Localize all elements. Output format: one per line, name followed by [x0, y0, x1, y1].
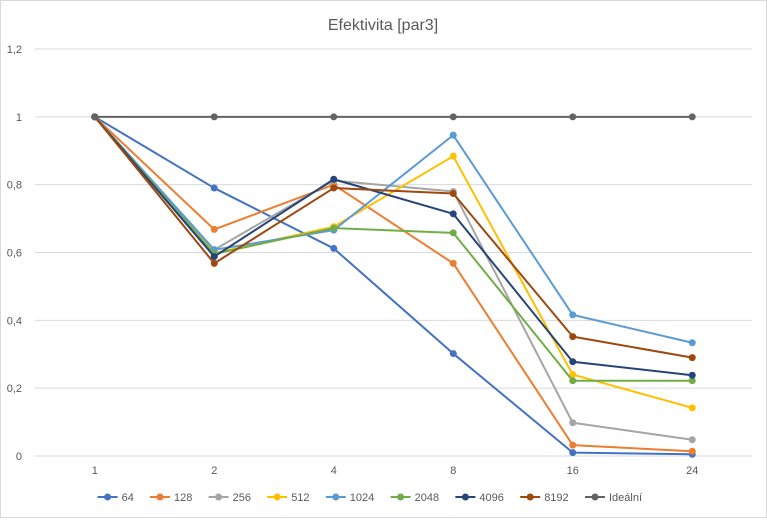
legend-item: Ideální [585, 492, 642, 504]
legend-item: 128 [150, 492, 192, 504]
data-point [569, 358, 577, 366]
data-point [569, 113, 577, 121]
data-point [210, 259, 218, 267]
legend-label: 8192 [544, 492, 568, 504]
x-tick-label: 16 [567, 465, 579, 477]
data-point [569, 333, 577, 341]
data-point [449, 259, 457, 267]
legend: 64 128 256 512 1024 2048 4096 8192 Ideální [97, 492, 642, 504]
series-line [93, 116, 693, 377]
chart-title: Efektivita [par3] [328, 17, 438, 34]
series-Ideální [91, 113, 696, 121]
data-point [210, 253, 218, 261]
legend-label: 2048 [415, 492, 439, 504]
legend-marker [461, 493, 469, 501]
legend-item: 1024 [325, 492, 374, 504]
data-point [569, 377, 577, 385]
legend-marker [397, 493, 405, 501]
data-point [330, 224, 338, 232]
data-point [330, 113, 338, 121]
data-point [569, 419, 577, 427]
y-tick-label: 0,6 [7, 248, 22, 260]
legend-label: 512 [291, 492, 309, 504]
data-point [330, 184, 338, 192]
legend-label: 64 [122, 492, 134, 504]
data-point [449, 189, 457, 197]
legend-marker [215, 493, 223, 501]
data-point [210, 225, 218, 233]
series-line [93, 116, 693, 382]
series-line [93, 116, 693, 359]
series-group [91, 113, 696, 458]
series-line [94, 115, 693, 456]
data-point [688, 377, 696, 385]
data-point [688, 436, 696, 444]
series-line [94, 116, 693, 344]
legend-label: 1024 [350, 492, 374, 504]
legend-marker [332, 493, 340, 501]
series-1024 [91, 113, 696, 347]
legend-item: 8192 [520, 492, 569, 504]
y-tick-label: 1,2 [7, 44, 22, 56]
legend-marker [526, 493, 534, 501]
y-tick-label: 1 [16, 112, 22, 124]
y-tick-label: 0 [16, 451, 22, 463]
data-point [569, 441, 577, 449]
x-tick-label: 24 [686, 465, 698, 477]
data-point [688, 404, 696, 412]
data-point [688, 447, 696, 455]
data-point [688, 371, 696, 379]
legend-item: 2048 [390, 492, 439, 504]
data-point [210, 184, 218, 192]
data-point [569, 311, 577, 319]
data-point [210, 113, 218, 121]
data-point [449, 152, 457, 160]
y-tick-label: 0,8 [7, 180, 22, 192]
legend-label: Ideální [609, 492, 642, 504]
legend-marker [156, 493, 164, 501]
legend-marker [104, 493, 112, 501]
y-tick-label: 0,4 [7, 315, 22, 327]
legend-label: 256 [233, 492, 251, 504]
series-line [94, 116, 693, 453]
x-axis-ticks: 1 2 4 8 16 24 [92, 465, 699, 477]
data-point [449, 113, 457, 121]
x-tick-label: 8 [450, 465, 456, 477]
legend-item: 512 [267, 492, 310, 504]
data-point [569, 371, 577, 379]
legend-item: 256 [208, 492, 251, 504]
data-point [449, 131, 457, 139]
x-tick-label: 1 [92, 465, 98, 477]
data-point [449, 210, 457, 218]
legend-label: 128 [174, 492, 192, 504]
series-8192 [91, 113, 696, 362]
data-point [688, 354, 696, 362]
legend-item: 4096 [455, 492, 504, 504]
y-axis-ticks: 0 0,2 0,4 0,6 0,8 1 1,2 [7, 44, 22, 463]
x-tick-label: 4 [331, 465, 337, 477]
y-tick-label: 0,2 [7, 383, 22, 395]
data-point [330, 244, 338, 252]
data-point [449, 350, 457, 358]
data-point [688, 113, 696, 121]
data-point [569, 449, 577, 457]
legend-marker [591, 493, 599, 501]
legend-marker [273, 493, 281, 501]
data-point [688, 339, 696, 347]
x-tick-label: 2 [211, 465, 217, 477]
data-point [91, 113, 99, 121]
legend-item: 64 [97, 492, 134, 504]
data-point [330, 175, 338, 183]
legend-label: 4096 [479, 492, 503, 504]
data-point [449, 229, 457, 237]
